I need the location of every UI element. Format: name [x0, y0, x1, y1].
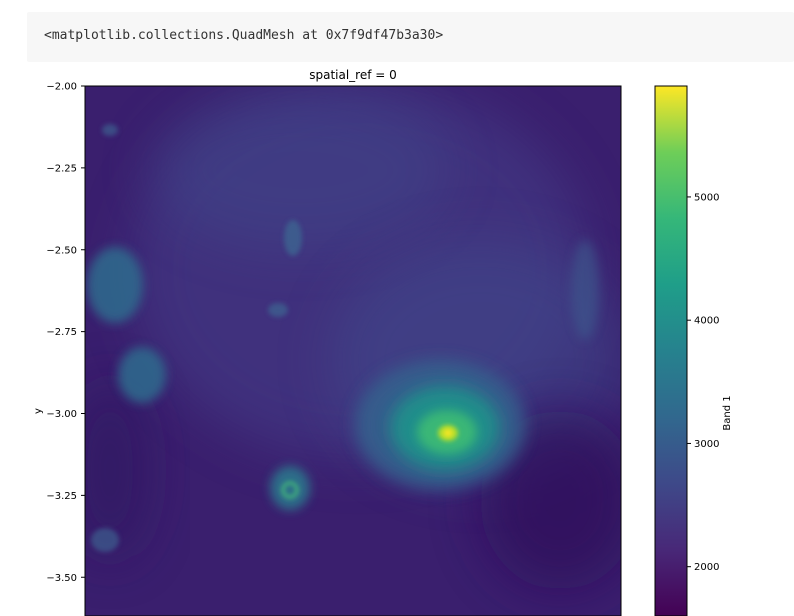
feature-west-peak: [87, 247, 143, 323]
colorbar-tick-label: 4000: [694, 316, 719, 327]
colorbar-tick-label: 2000: [694, 562, 719, 573]
y-tick-label: −2.25: [46, 163, 77, 174]
colorbar-tick-label: 3000: [694, 439, 719, 450]
y-tick-label: −3.00: [46, 409, 77, 420]
colorbar-tick-label: 5000: [694, 192, 719, 203]
colorbar: [654, 85, 688, 616]
y-axis-ticks: −2.00 −2.25 −2.50 −2.75 −3.00 −3.25 −3.50: [46, 82, 85, 584]
feature-crater: [270, 466, 310, 510]
y-tick-label: −2.75: [46, 327, 77, 338]
cell-output-area: <matplotlib.collections.QuadMesh at 0x7f…: [27, 12, 794, 62]
feature-summit: [444, 429, 452, 437]
y-tick-label: −3.50: [46, 573, 77, 584]
y-tick-label: −2.00: [46, 82, 77, 93]
cell-output-text: <matplotlib.collections.QuadMesh at 0x7f…: [44, 28, 444, 43]
colorbar-label: Band 1: [722, 395, 733, 430]
plot-frame: [84, 85, 622, 616]
y-axis-label: y: [33, 408, 44, 414]
y-tick-label: −3.25: [46, 491, 77, 502]
y-tick-label: −2.50: [46, 245, 77, 256]
feature-southwest-peak: [118, 347, 166, 403]
colorbar-ticks: 2000 3000 4000 5000: [687, 192, 719, 573]
heatmap-raster: [85, 86, 621, 616]
chart-title: spatial_ref = 0: [309, 68, 397, 82]
